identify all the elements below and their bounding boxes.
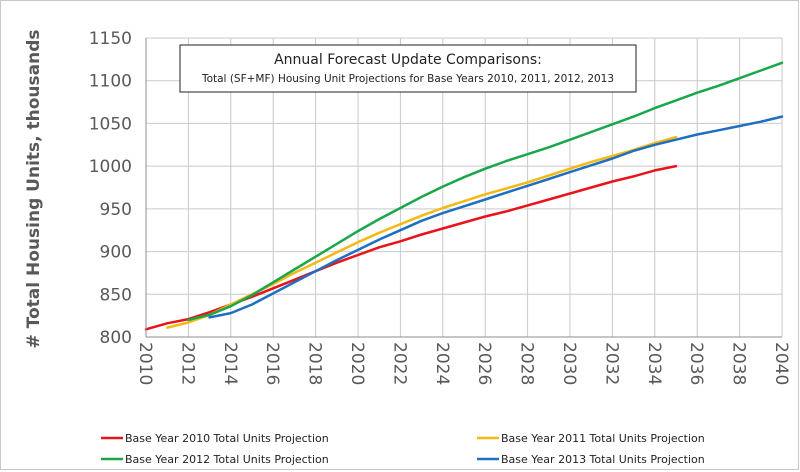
chart-subtitle: Total (SF+MF) Housing Unit Projections f… bbox=[201, 73, 614, 85]
legend-label: Base Year 2011 Total Units Projection bbox=[501, 432, 705, 445]
y-tick-label: 950 bbox=[100, 200, 132, 220]
legend-label: Base Year 2010 Total Units Projection bbox=[125, 432, 329, 445]
y-tick-label: 1050 bbox=[89, 114, 132, 134]
y-tick-label: 900 bbox=[100, 243, 132, 263]
x-tick-label: 2032 bbox=[601, 342, 621, 385]
legend-label: Base Year 2012 Total Units Projection bbox=[125, 453, 329, 466]
y-tick-labels: 800 850 900 950 1000 1050 1100 1150 bbox=[89, 29, 132, 348]
x-tick-label: 2024 bbox=[432, 342, 452, 385]
legend-item-3: Base Year 2012 Total Units Projection bbox=[101, 453, 329, 466]
legend-item-1: Base Year 2010 Total Units Projection bbox=[101, 432, 329, 445]
x-tick-label: 2038 bbox=[729, 342, 749, 385]
x-tick-label: 2022 bbox=[389, 342, 409, 385]
x-tick-label: 2014 bbox=[220, 342, 240, 385]
y-tick-label: 800 bbox=[100, 328, 132, 348]
series-line-1 bbox=[144, 164, 678, 331]
y-tick-label: 1150 bbox=[89, 29, 132, 49]
x-tick-label: 2020 bbox=[347, 342, 367, 385]
y-tick-label: 1100 bbox=[89, 72, 132, 92]
x-tick-label: 2036 bbox=[686, 342, 706, 385]
chart-title: Annual Forecast Update Comparisons: bbox=[274, 52, 542, 68]
legend-item-2: Base Year 2011 Total Units Projection bbox=[477, 432, 705, 445]
y-axis-label: # Total Housing Units, thousands bbox=[24, 29, 44, 348]
x-tick-label: 2026 bbox=[474, 342, 494, 385]
title-box: Annual Forecast Update Comparisons: Tota… bbox=[179, 44, 637, 93]
x-tick-label: 2018 bbox=[305, 342, 325, 385]
x-tick-label: 2040 bbox=[771, 342, 791, 385]
series-line-3 bbox=[187, 61, 784, 322]
x-tick-label: 2016 bbox=[262, 342, 282, 385]
legend-item-4: Base Year 2013 Total Units Projection bbox=[477, 453, 705, 466]
series-line-4 bbox=[208, 115, 784, 319]
axes bbox=[145, 38, 782, 338]
legend-label: Base Year 2013 Total Units Projection bbox=[501, 453, 705, 466]
x-tick-label: 2012 bbox=[177, 342, 197, 385]
x-tick-labels: 2010 2012 2014 2016 2018 2020 2022 2024 2026 2028… bbox=[135, 342, 791, 385]
y-tick-label: 1000 bbox=[89, 157, 132, 177]
series-lines bbox=[144, 61, 784, 331]
y-tick-label: 850 bbox=[100, 285, 132, 305]
x-tick-label: 2034 bbox=[644, 342, 664, 385]
x-tick-label: 2010 bbox=[135, 342, 155, 385]
x-tick-label: 2028 bbox=[517, 342, 537, 385]
title-frame bbox=[179, 44, 637, 93]
x-tick-label: 2030 bbox=[559, 342, 579, 385]
legend: Base Year 2010 Total Units Projection Bas… bbox=[101, 432, 705, 466]
